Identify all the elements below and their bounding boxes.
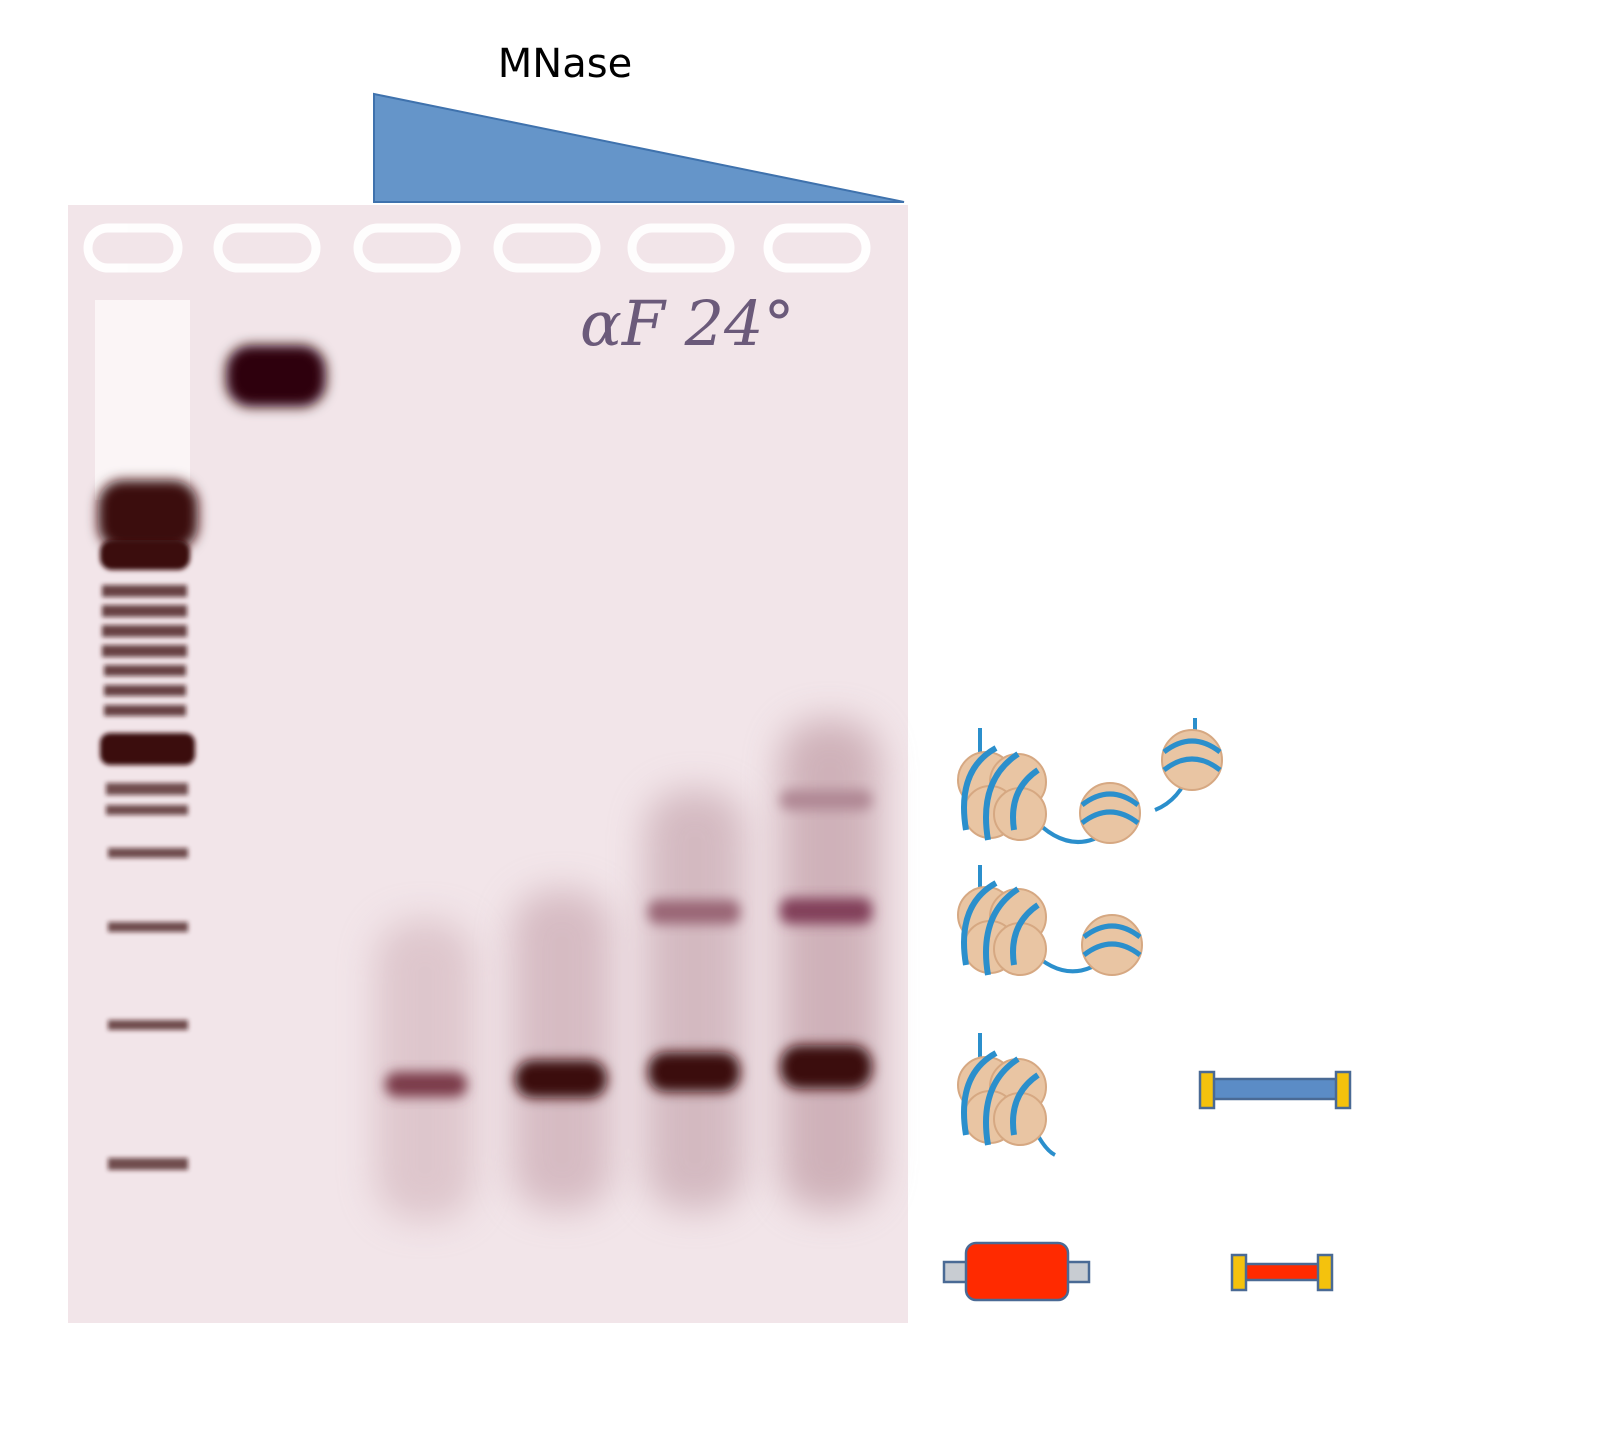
enzyme-label: MNase	[498, 41, 632, 87]
fragment-diagrams	[942, 1070, 1352, 1302]
genomic-band	[226, 345, 326, 407]
digest-lanes	[375, 720, 880, 1220]
handwritten-note: αF 24°	[580, 287, 795, 360]
gradient-triangle	[373, 92, 905, 203]
ladder	[95, 300, 198, 1170]
nucleosome-diagrams	[958, 718, 1222, 1157]
wells	[83, 223, 871, 273]
gel: αF 24°	[68, 205, 908, 1323]
